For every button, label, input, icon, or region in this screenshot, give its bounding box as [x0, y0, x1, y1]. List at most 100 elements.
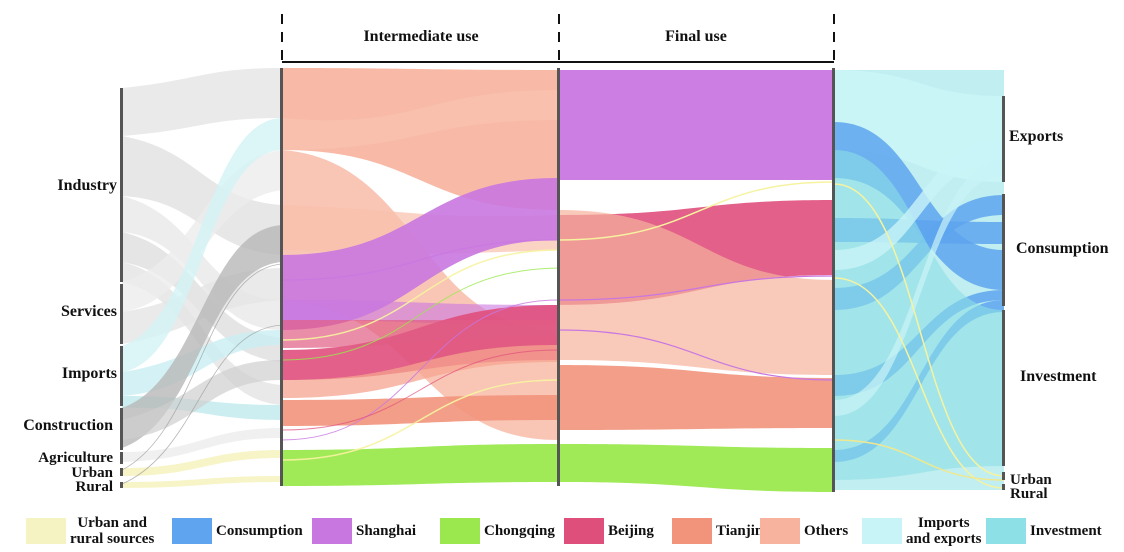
legend-item: Urban and rural sources	[26, 514, 154, 548]
sankey-diagram: Intermediate use Final use Industry Serv…	[23, 14, 1109, 502]
thin-line-9	[557, 329, 835, 381]
header-final-use: Final use	[665, 28, 727, 45]
flow-industry-shanghai	[122, 136, 282, 255]
legend-swatch	[760, 518, 800, 544]
legend-label: Beijing	[608, 523, 654, 539]
legend-label-line: Chongqing	[484, 523, 555, 539]
legend-item: Consumption	[172, 514, 303, 548]
legend-swatch	[26, 518, 66, 544]
node-bars	[120, 68, 1005, 492]
legend-swatch	[440, 518, 480, 544]
flow-beijing-tianjin	[282, 320, 558, 348]
legend-label-line: Shanghai	[356, 523, 417, 539]
legend-item: Imports and exports	[862, 514, 981, 548]
label-construction: Construction	[23, 417, 113, 434]
label-investment: Investment	[1020, 368, 1097, 385]
legend-swatch	[672, 518, 712, 544]
source-flows	[121, 68, 283, 488]
legend-label-line: Consumption	[216, 523, 303, 539]
label-urban-out: Urban	[1010, 472, 1052, 488]
flow-shanghai-exports	[558, 70, 834, 180]
flow-construction-others	[122, 360, 282, 440]
flow-tianjin-tianjin	[282, 395, 558, 426]
label-services: Services	[61, 303, 117, 320]
legend-label-line: rural sources	[70, 531, 155, 547]
flow-exports-2	[834, 140, 1004, 270]
legend-swatch	[986, 518, 1026, 544]
legend-swatch	[312, 518, 352, 544]
flow-construction-shanghai	[122, 225, 282, 448]
flow-urban	[122, 450, 282, 476]
legend-label-line: Tianjin	[716, 523, 764, 539]
header-intermediate-use: Intermediate use	[363, 28, 478, 45]
flow-tianjin-final	[558, 365, 834, 430]
thin-line-3	[281, 267, 559, 361]
flow-others-others	[282, 90, 558, 150]
label-consumption: Consumption	[1016, 240, 1109, 257]
flow-exports-3	[834, 160, 1004, 416]
legend-item: Investment	[986, 514, 1102, 548]
node-bar-intermediate	[280, 68, 283, 486]
thin-line-2	[281, 249, 559, 341]
legend-label: Investment	[1030, 523, 1102, 539]
thin-line-1	[281, 239, 559, 281]
flow-urban-thin	[121, 263, 283, 471]
legend-label: Imports and exports	[906, 515, 981, 547]
thin-line-7	[557, 181, 835, 241]
legend-label: Shanghai	[356, 523, 416, 539]
node-bar-urban	[120, 468, 123, 476]
node-bar-provinces-final	[832, 68, 835, 492]
label-exports: Exports	[1009, 128, 1063, 145]
legend-label-line: Others	[804, 523, 849, 539]
legend-label: Consumption	[216, 523, 303, 539]
flow-rural	[122, 476, 282, 488]
label-imports: Imports	[62, 365, 117, 382]
legend-item: Others	[760, 514, 848, 548]
node-bar-urban-out	[1002, 472, 1005, 480]
flow-urban-out	[833, 183, 1005, 477]
flow-imports-others	[122, 118, 282, 372]
legend: Urban and rural sources Consumption Shangha…	[0, 506, 1124, 552]
thin-line-4	[281, 299, 559, 441]
label-agriculture: Agriculture	[38, 450, 113, 466]
flow-urban-out-2	[833, 439, 1005, 481]
flow-others-final	[558, 210, 834, 375]
thin-line-5	[281, 349, 559, 431]
node-bar-final	[557, 68, 560, 486]
flow-shanghai-shanghai	[282, 178, 558, 330]
legend-label-line: Investment	[1030, 523, 1102, 539]
thin-line-8	[557, 275, 835, 301]
final-use-flows	[557, 70, 835, 492]
target-flows	[833, 70, 1005, 490]
legend-item: Tianjin	[672, 514, 763, 548]
label-urban: Urban	[71, 465, 113, 481]
label-rural: Rural	[76, 479, 114, 495]
label-industry: Industry	[57, 177, 117, 194]
node-bar-construction	[120, 408, 123, 450]
flow-investment	[834, 150, 1004, 480]
legend-label: Urban and rural sources	[70, 515, 154, 547]
legend-item: Shanghai	[312, 514, 416, 548]
node-labels: Industry Services Imports Construction A…	[23, 128, 1108, 502]
flow-rural-thin	[121, 324, 283, 485]
legend-label-line: Beijing	[608, 523, 654, 539]
node-bar-rural-out	[1002, 484, 1005, 490]
legend-label: Tianjin	[716, 523, 763, 539]
flow-chongqing-final	[558, 444, 834, 492]
node-bar-rural	[120, 482, 123, 488]
node-bar-consumption	[1002, 194, 1005, 306]
legend-swatch	[564, 518, 604, 544]
legend-label-line: and exports	[906, 531, 982, 547]
legend-label-line: Urban and	[77, 515, 147, 531]
node-bar-exports	[1002, 96, 1005, 182]
flow-industry-others	[122, 68, 282, 136]
flow-chongqing-chongqing	[282, 444, 558, 486]
legend-swatch	[862, 518, 902, 544]
node-bar-imports	[120, 346, 123, 406]
column-headers: Intermediate use Final use	[281, 14, 835, 63]
node-bar-industry	[120, 88, 123, 282]
legend-item: Beijing	[564, 514, 654, 548]
legend-label: Chongqing	[484, 523, 555, 539]
node-bar-agriculture	[120, 452, 123, 464]
legend-item: Chongqing	[440, 514, 555, 548]
